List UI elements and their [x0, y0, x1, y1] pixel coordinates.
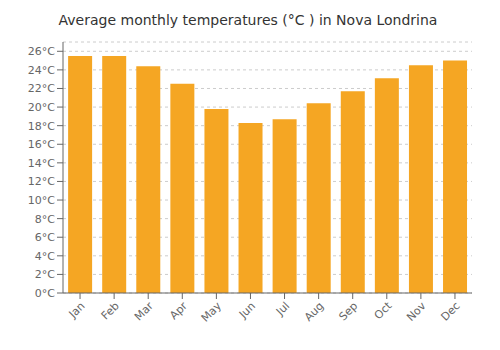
svg-text:12°C: 12°C	[28, 175, 55, 188]
svg-text:6°C: 6°C	[35, 231, 55, 244]
svg-text:20°C: 20°C	[28, 101, 55, 114]
svg-text:26°C: 26°C	[28, 45, 55, 58]
svg-text:Oct: Oct	[372, 299, 395, 322]
svg-text:2°C: 2°C	[35, 268, 55, 281]
svg-text:Jun: Jun	[236, 299, 258, 321]
html-text:Average monthly temperatures (: Average monthly temperatures (°C ) in No…	[58, 12, 438, 28]
svg-text:Jan: Jan	[66, 299, 88, 321]
svg-text:8°C: 8°C	[35, 213, 55, 226]
svg-text:Sep: Sep	[336, 299, 360, 323]
svg-text:Nov: Nov	[404, 299, 429, 324]
svg-text:18°C: 18°C	[28, 120, 55, 133]
svg-text:May: May	[199, 299, 225, 325]
svg-text:Mar: Mar	[132, 299, 156, 323]
svg-text:Feb: Feb	[99, 299, 122, 322]
svg-text:0°C: 0°C	[35, 287, 55, 300]
svg-text:Jul: Jul	[273, 299, 292, 318]
svg-text:4°C: 4°C	[35, 250, 55, 263]
svg-text:16°C: 16°C	[28, 138, 55, 151]
svg-text:22°C: 22°C	[28, 82, 55, 95]
svg-text:Dec: Dec	[438, 299, 462, 323]
svg-text:Aug: Aug	[302, 299, 326, 323]
svg-text:Apr: Apr	[167, 299, 190, 322]
svg-text:14°C: 14°C	[28, 157, 55, 170]
svg-text:24°C: 24°C	[28, 64, 55, 77]
svg-text:10°C: 10°C	[28, 194, 55, 207]
